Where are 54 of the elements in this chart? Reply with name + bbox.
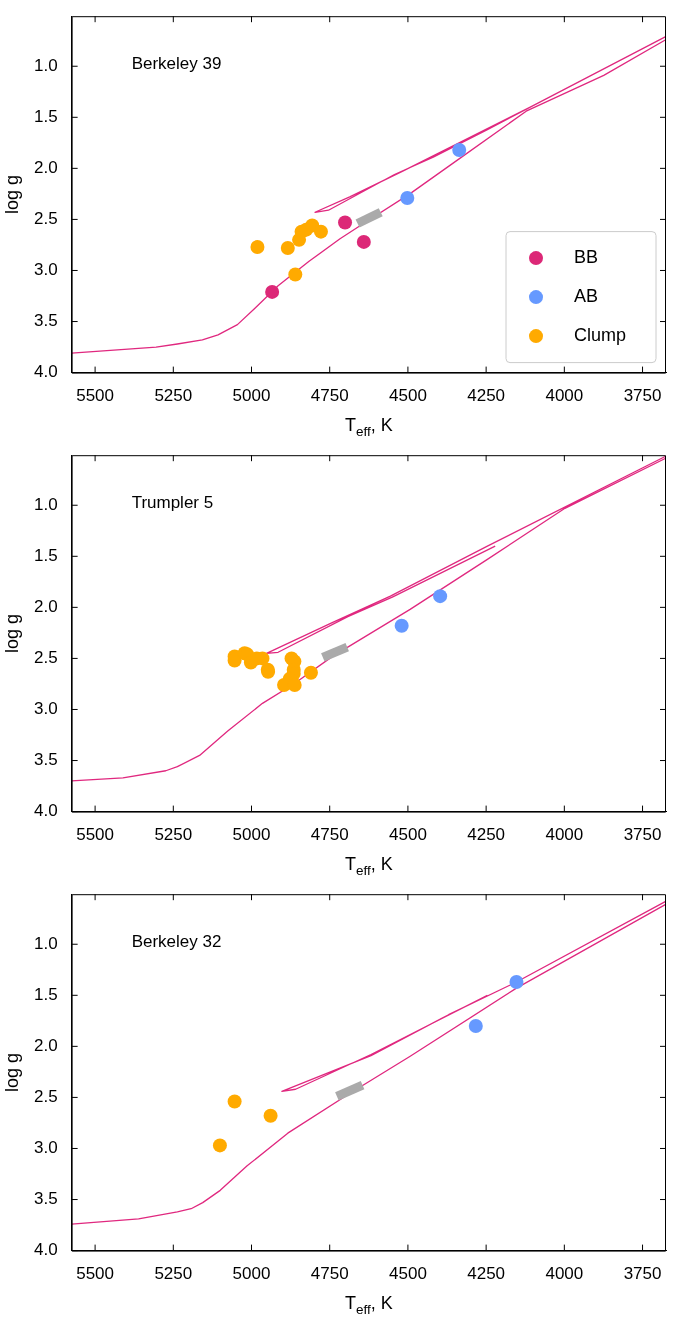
x-tick-label: 3750 bbox=[623, 386, 662, 406]
y-tick-label: 1.5 bbox=[33, 106, 58, 126]
x-tick-label: 4500 bbox=[389, 1264, 427, 1284]
x-tick-label: 4500 bbox=[389, 386, 427, 406]
x-tick-label: 5000 bbox=[232, 825, 271, 845]
x-tick-label: 5250 bbox=[154, 1264, 193, 1284]
y-tick-label: 4.0 bbox=[33, 362, 58, 382]
y-axis-title: log g bbox=[2, 1052, 22, 1092]
x-tick-label: 4500 bbox=[389, 825, 427, 845]
y-tick-label: 1.5 bbox=[33, 984, 58, 1004]
x-tick-label: 5000 bbox=[232, 386, 271, 406]
y-tick-label: 3.5 bbox=[33, 750, 58, 770]
y-axis-title: log g bbox=[2, 613, 22, 653]
legend-label: Clump bbox=[574, 325, 627, 346]
x-tick-label: 3750 bbox=[623, 1264, 662, 1284]
y-tick-label: 3.0 bbox=[33, 1138, 58, 1158]
x-tick-label: 4750 bbox=[310, 825, 349, 845]
text: Trumpler 5 bbox=[131, 492, 214, 512]
x-tick-label: 5500 bbox=[76, 1264, 115, 1284]
x-tick-label: 5250 bbox=[154, 825, 193, 845]
y-tick-label: 2.0 bbox=[33, 158, 58, 178]
y-tick-label: 3.0 bbox=[33, 699, 58, 719]
x-tick-label: 4250 bbox=[467, 1264, 506, 1284]
y-tick-label: 1.0 bbox=[33, 55, 58, 75]
y-tick-label: 2.0 bbox=[33, 597, 58, 617]
legend-label: AB bbox=[574, 286, 599, 307]
y-axis-title: log g bbox=[2, 174, 22, 214]
y-tick-label: 4.0 bbox=[33, 1240, 58, 1260]
y-tick-label: 1.5 bbox=[33, 545, 58, 565]
x-tick-label: 5500 bbox=[76, 825, 115, 845]
y-tick-label: 1.0 bbox=[33, 933, 58, 953]
y-tick-label: 3.5 bbox=[33, 1189, 58, 1209]
x-tick-label: 5000 bbox=[232, 1264, 271, 1284]
x-tick-label: 5500 bbox=[76, 386, 115, 406]
x-tick-label: 4250 bbox=[467, 825, 506, 845]
x-tick-label: 4000 bbox=[545, 386, 584, 406]
x-tick-label: 4750 bbox=[310, 386, 349, 406]
y-tick-label: 3.5 bbox=[33, 311, 58, 331]
x-tick-label: 3750 bbox=[623, 825, 662, 845]
text: Berkeley 39 bbox=[131, 53, 222, 73]
y-tick-label: 2.5 bbox=[33, 648, 58, 668]
y-tick-label: 3.0 bbox=[33, 260, 58, 280]
y-tick-label: 2.5 bbox=[33, 209, 58, 229]
x-tick-label: 4250 bbox=[467, 386, 506, 406]
y-tick-label: 2.0 bbox=[33, 1036, 58, 1056]
x-tick-label: 4000 bbox=[545, 825, 584, 845]
y-tick-label: 1.0 bbox=[33, 494, 58, 514]
legend-label: BB bbox=[574, 247, 599, 268]
x-tick-label: 4000 bbox=[545, 1264, 584, 1284]
y-tick-label: 4.0 bbox=[33, 801, 58, 821]
x-tick-label: 4750 bbox=[310, 1264, 349, 1284]
x-tick-label: 5250 bbox=[154, 386, 193, 406]
text: Berkeley 32 bbox=[131, 931, 222, 951]
y-tick-label: 2.5 bbox=[33, 1087, 58, 1107]
